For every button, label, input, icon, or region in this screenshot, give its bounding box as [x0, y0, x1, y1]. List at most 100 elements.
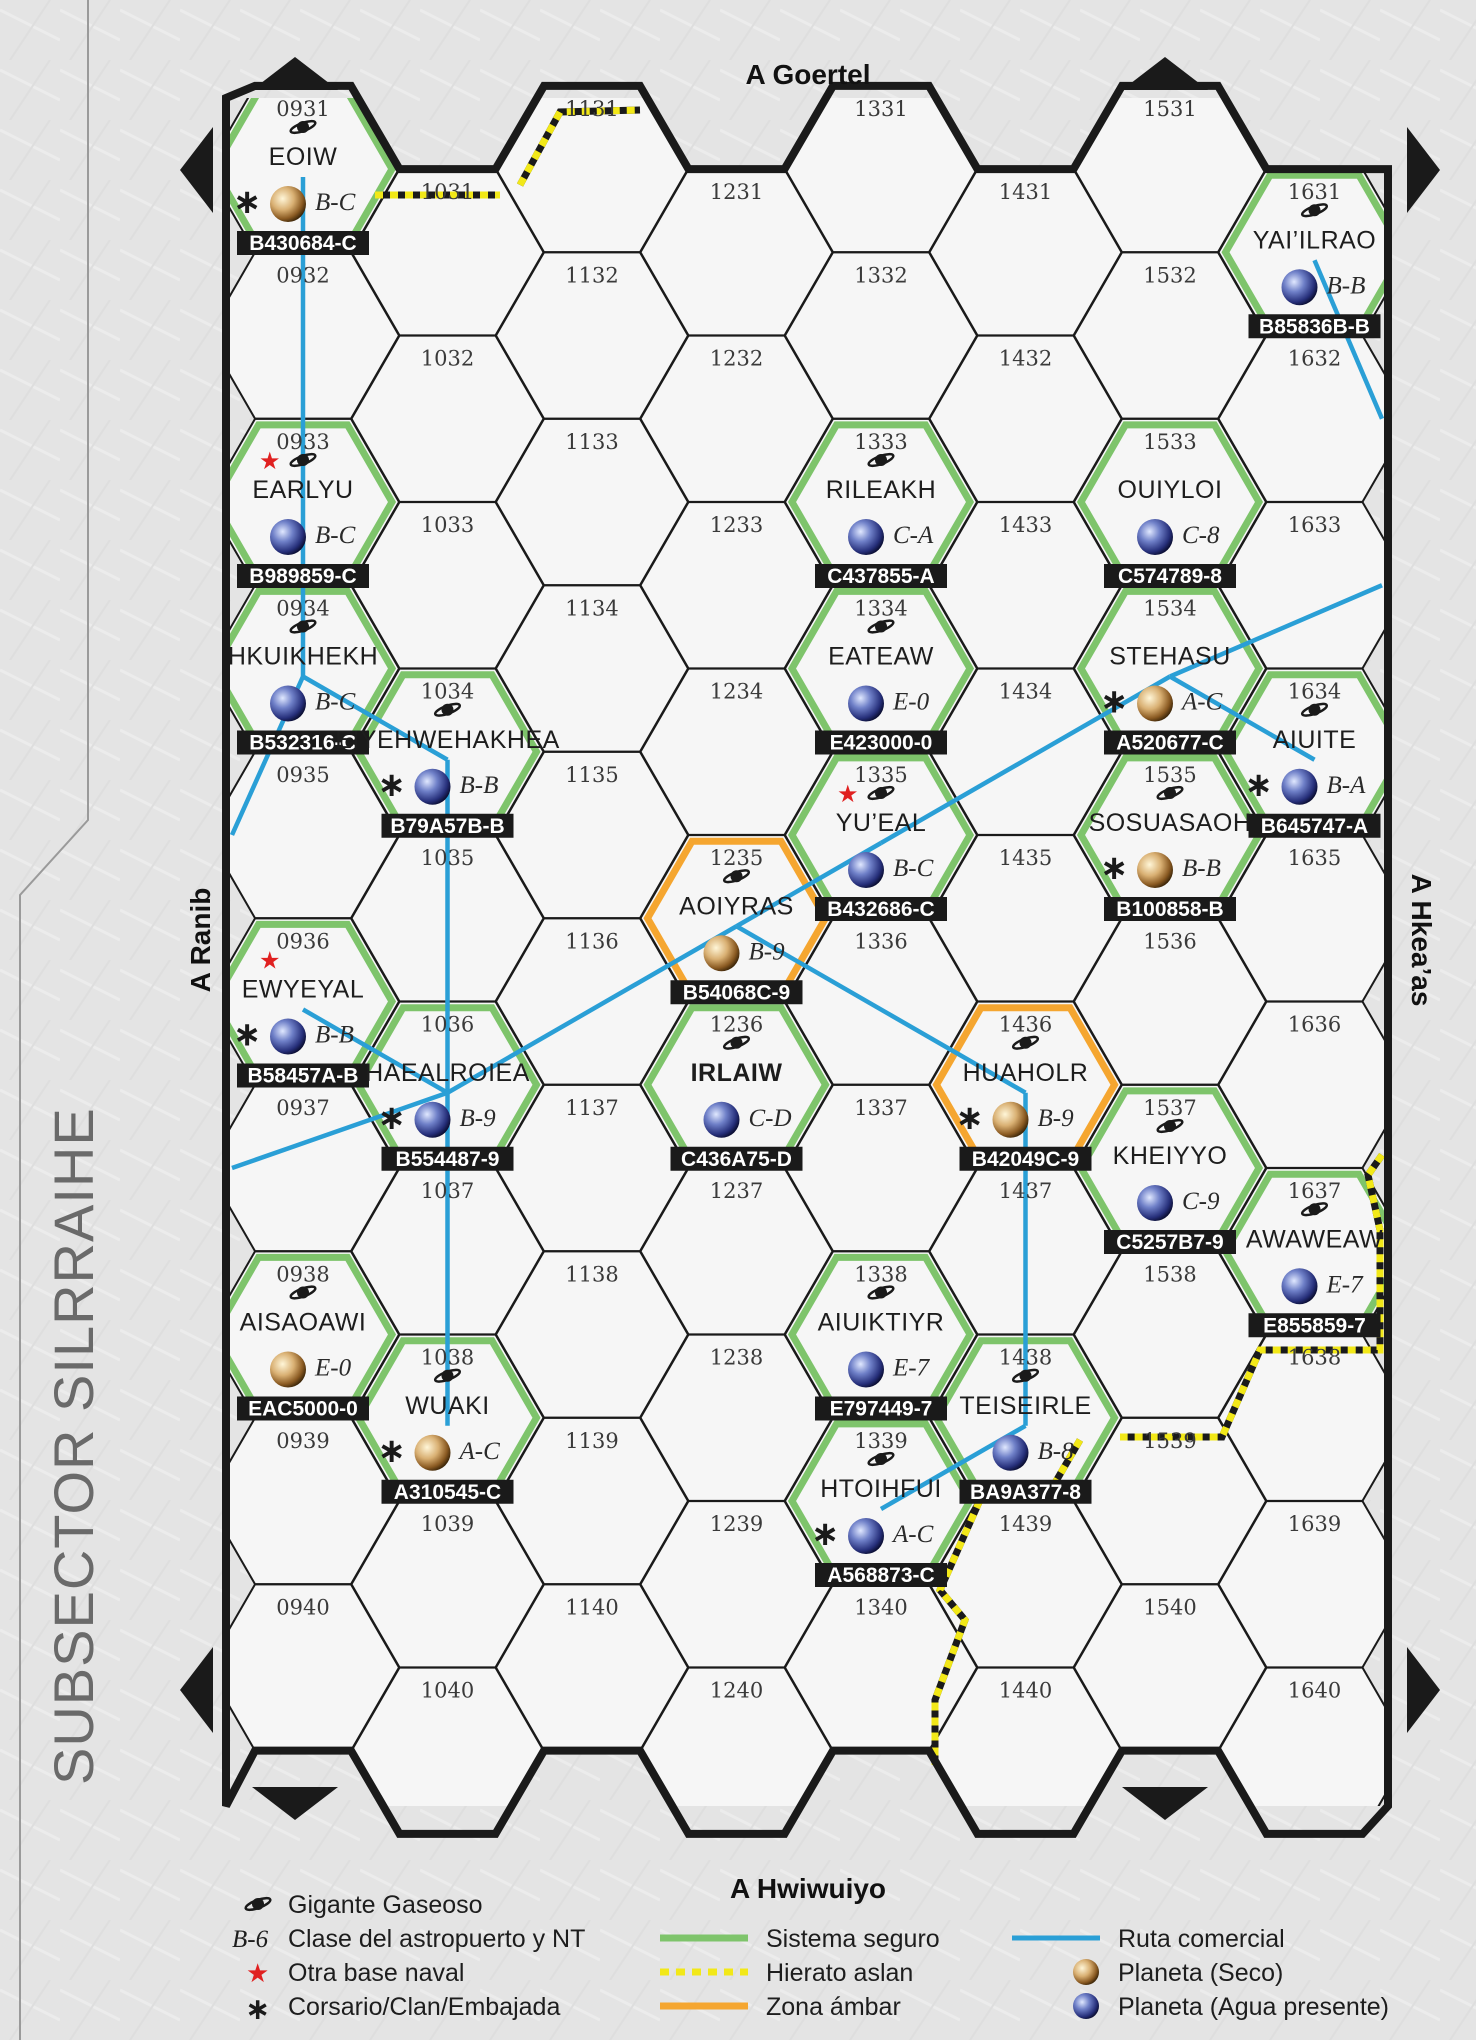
hex-cell-1335[interactable]	[785, 751, 977, 919]
system-1235[interactable]: AOIYRAS B-9 B54068C-9	[670, 868, 803, 1005]
hex-cell-1233[interactable]	[640, 502, 833, 669]
hex-cell-1238[interactable]	[640, 1334, 833, 1501]
hex-cell-1137[interactable]	[496, 1084, 688, 1252]
hex-cell-1337[interactable]	[785, 1084, 977, 1252]
hex-cell-0939[interactable]	[207, 1417, 399, 1585]
hex-cell-1332[interactable]	[785, 252, 977, 419]
hex-cell-0940[interactable]	[207, 1584, 399, 1751]
hex-cell-1533[interactable]	[1074, 418, 1266, 586]
system-1236[interactable]: IRLAIW C-D C436A75-D	[670, 1035, 803, 1171]
trade-route-1036-1235[interactable]	[446, 924, 738, 1095]
border-label-bottom[interactable]: A Hwiwuiyo	[730, 1873, 886, 1904]
arrow-right-bottom-icon[interactable]	[1407, 1647, 1440, 1733]
system-1339[interactable]: HTOIHFUI ∗ A-C A568873-C	[811, 1451, 947, 1587]
trade-route-1534-1633-edge[interactable]	[1169, 583, 1383, 679]
border-label-left[interactable]: A Ranib	[185, 888, 216, 993]
hex-cell-1436[interactable]	[929, 1001, 1122, 1168]
hex-cell-1636[interactable]	[1218, 1001, 1411, 1168]
hex-cell-1239[interactable]	[640, 1501, 833, 1668]
hex-cell-1136[interactable]	[496, 918, 688, 1085]
trade-route-0934-1034[interactable]	[301, 674, 449, 762]
trade-route-1335-1534[interactable]	[879, 674, 1172, 845]
system-1436[interactable]: HUAHOLR ∗ B-9 B42049C-9	[956, 1035, 1092, 1171]
arrow-left-bottom-icon[interactable]	[180, 1647, 213, 1733]
hex-cell-1134[interactable]	[496, 585, 688, 752]
system-1438[interactable]: TEISEIRLE B-8 BA9A377-8	[959, 1368, 1092, 1504]
hex-cell-1236[interactable]	[640, 1001, 833, 1168]
system-0934[interactable]: HKUIKHEKH B-C B532316-C	[228, 618, 378, 755]
arrow-right-top-icon[interactable]	[1407, 127, 1440, 213]
hex-cell-1535[interactable]	[1074, 751, 1266, 919]
hex-cell-1039[interactable]	[351, 1501, 544, 1668]
hex-cell-0933[interactable]	[207, 418, 399, 586]
system-1334[interactable]: EATEAW E-0 E423000-0	[815, 618, 947, 755]
system-1335[interactable]: ★YU’EAL B-C B432686-C	[815, 780, 947, 921]
hex-cell-1632[interactable]	[1218, 335, 1411, 502]
hex-cell-1431[interactable]	[929, 169, 1122, 336]
hex-cell-1338[interactable]	[785, 1251, 977, 1418]
trade-route-0936-1036[interactable]	[301, 1007, 449, 1095]
arrow-down-right-icon[interactable]	[1122, 1787, 1208, 1820]
system-1338[interactable]: AIUIKTIYR E-7 E797449-7	[815, 1284, 947, 1421]
system-1631[interactable]: YAI’ILRAO B-B B85836B-B	[1248, 202, 1381, 339]
arrow-left-top-icon[interactable]	[180, 127, 213, 213]
hex-cell-1339[interactable]	[785, 1417, 977, 1585]
system-1637[interactable]: AWAWEAW E-7 E855859-7	[1246, 1201, 1383, 1338]
hex-cell-1639[interactable]	[1218, 1501, 1411, 1668]
hex-cell-0934[interactable]	[207, 585, 399, 752]
hex-cell-1333[interactable]	[785, 418, 977, 586]
hex-cell-1640[interactable]	[1218, 1667, 1411, 1834]
system-1533[interactable]: OUIYLOI C-8 C574789-8	[1104, 476, 1236, 588]
hex-cell-1040[interactable]	[351, 1667, 544, 1834]
hex-cell-1340[interactable]	[785, 1584, 977, 1751]
hex-cell-1032[interactable]	[351, 335, 544, 502]
hex-cell-0938[interactable]	[207, 1251, 399, 1418]
system-1537[interactable]: KHEIYYO C-9 C5257B7-9	[1104, 1118, 1236, 1254]
hex-cell-1635[interactable]	[1218, 835, 1411, 1002]
trade-route-1534-1634[interactable]	[1168, 674, 1316, 762]
hex-cell-1439[interactable]	[929, 1501, 1122, 1668]
hex-cell-1434[interactable]	[929, 668, 1122, 835]
hex-cell-1231[interactable]	[640, 169, 833, 336]
hex-cell-1237[interactable]	[640, 1168, 833, 1335]
hex-cell-1232[interactable]	[640, 335, 833, 502]
hex-cell-1135[interactable]	[496, 751, 688, 919]
hex-cell-1433[interactable]	[929, 502, 1122, 669]
hex-cell-0932[interactable]	[207, 252, 399, 419]
hex-cell-1133[interactable]	[496, 418, 688, 586]
hex-cell-1440[interactable]	[929, 1667, 1122, 1834]
system-0931[interactable]: EOIW∗ B-C B430684-C	[233, 119, 369, 255]
hex-cell-1331[interactable]	[785, 86, 977, 253]
border-label-top[interactable]: A Goertel	[746, 59, 871, 90]
hex-cell-1034[interactable]	[351, 668, 544, 835]
system-1034[interactable]: EIYEHWEHAKHEA ∗ B-B B79A57B-B	[335, 702, 560, 838]
hex-cell-1138[interactable]	[496, 1251, 688, 1418]
system-1036[interactable]: HAEALROIEA ∗ B-9 B554487-9	[365, 1059, 530, 1171]
hex-cell-1539[interactable]	[1074, 1417, 1266, 1585]
hex-cell-1240[interactable]	[640, 1667, 833, 1834]
hex-cell-1033[interactable]	[351, 502, 544, 669]
hex-cell-1435[interactable]	[929, 835, 1122, 1002]
hex-cell-1537[interactable]	[1074, 1084, 1266, 1252]
system-1634[interactable]: AIUITE ∗ B-A B645747-A	[1245, 702, 1381, 838]
hex-cell-1538[interactable]	[1074, 1251, 1266, 1418]
trade-route-1631-1632-edge[interactable]	[1312, 259, 1385, 420]
hex-cell-1031[interactable]	[351, 169, 544, 336]
system-0938[interactable]: AISAOAWI E-0 EAC5000-0	[237, 1284, 369, 1421]
hex-cell-0936[interactable]	[207, 918, 399, 1085]
hex-cell-1235[interactable]	[640, 835, 833, 1002]
system-1534[interactable]: STEHASU ∗ A-C A520677-C	[1100, 643, 1236, 755]
trade-route-1235-1436[interactable]	[735, 924, 1027, 1095]
arrow-up-right-icon[interactable]	[1122, 57, 1208, 90]
hex-cell-1638[interactable]	[1218, 1334, 1411, 1501]
arrow-up-left-icon[interactable]	[252, 57, 338, 90]
hex-cell-1139[interactable]	[496, 1417, 688, 1585]
hex-cell-1631[interactable]	[1218, 169, 1411, 336]
hex-cell-0935[interactable]	[207, 751, 399, 919]
arrow-down-left-icon[interactable]	[252, 1787, 338, 1820]
trade-route-1036-0937-edge[interactable]	[231, 1090, 449, 1171]
system-1038[interactable]: WUAKI ∗ A-C A310545-C	[378, 1368, 514, 1504]
hex-cell-1540[interactable]	[1074, 1584, 1266, 1751]
border-label-right[interactable]: A Hkea’as	[1406, 874, 1437, 1007]
hex-cell-1532[interactable]	[1074, 252, 1266, 419]
